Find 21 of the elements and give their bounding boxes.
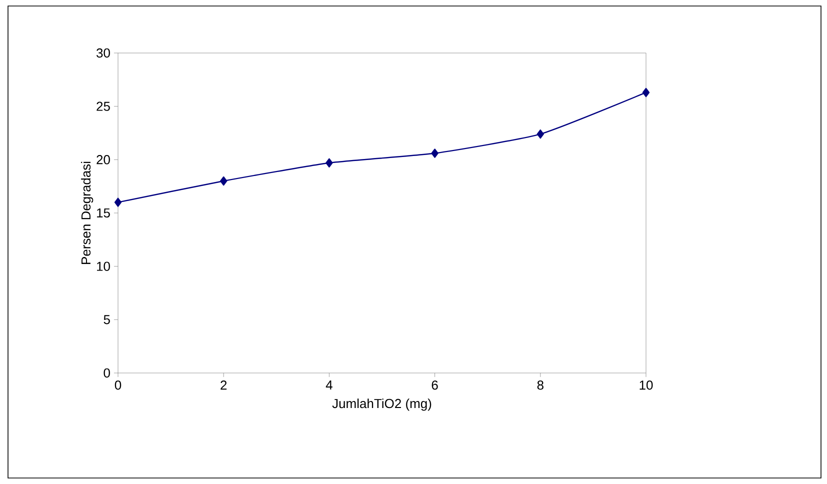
y-tick-label: 25	[96, 102, 110, 111]
x-tick-label: 6	[432, 380, 438, 390]
y-tick-label: 5	[104, 315, 110, 324]
y-tick-label: 20	[96, 155, 110, 164]
y-axis-title: Persen Degradasi	[81, 162, 94, 264]
point	[326, 158, 333, 168]
y-tick-label: 30	[96, 48, 110, 58]
point	[220, 176, 228, 186]
x-tick-label: 8	[537, 380, 544, 390]
point	[114, 198, 122, 207]
x-tick-label: 10	[640, 380, 653, 390]
point	[536, 129, 544, 139]
x-tick-label: 2	[220, 380, 227, 390]
x-tick-label: 0	[114, 380, 122, 390]
y-tick-label: 0	[104, 368, 110, 378]
point	[642, 88, 650, 98]
point	[431, 148, 438, 158]
y-tick-label: 10	[97, 262, 110, 271]
y-tick-label: 15	[97, 208, 110, 218]
x-axis-title: JumlahTiO2 (mg)	[332, 398, 432, 411]
x-tick-label: 4	[326, 380, 332, 390]
